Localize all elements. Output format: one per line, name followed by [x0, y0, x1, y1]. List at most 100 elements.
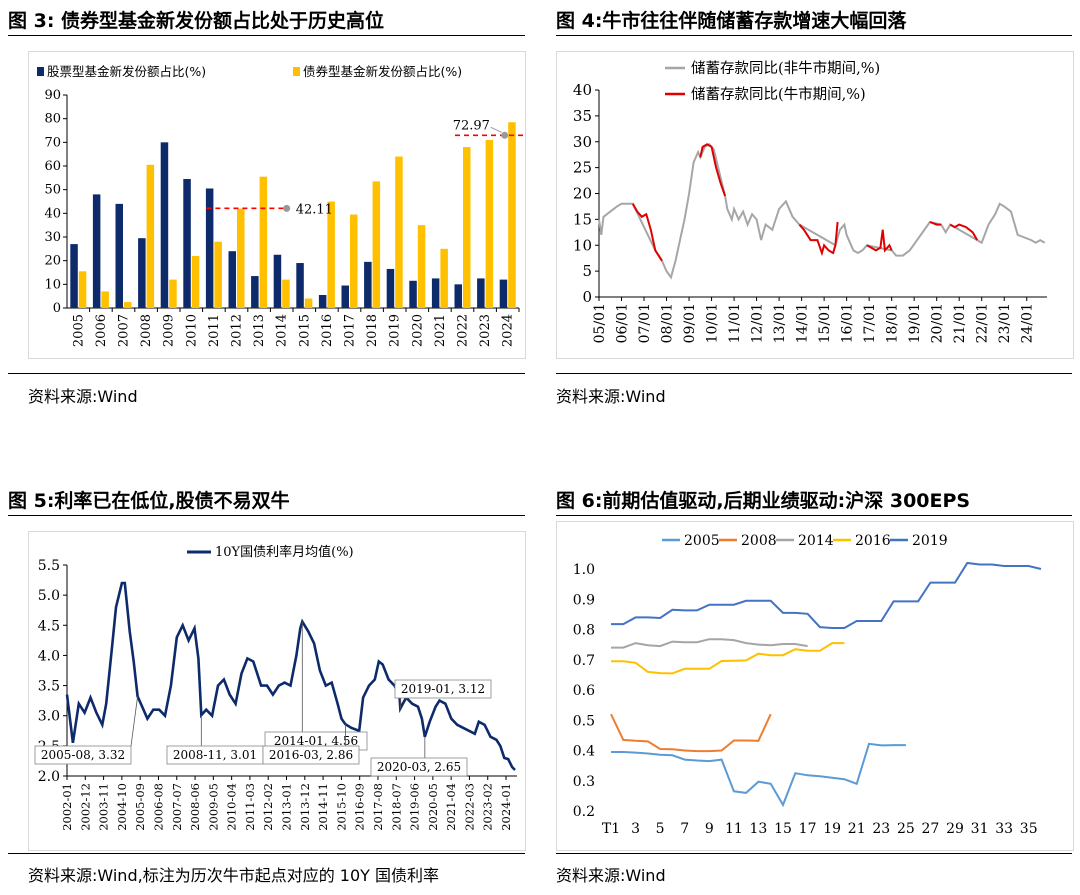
bar-bond-fund — [237, 208, 245, 308]
bar-equity-fund — [251, 276, 259, 308]
bar-equity-fund — [386, 268, 395, 308]
legend-swatch-equity — [37, 67, 44, 76]
bar-bond-fund — [214, 241, 222, 308]
y-tick-label: 30 — [573, 133, 592, 151]
bar-equity-fund — [205, 188, 214, 308]
y-tick-label: 0.6 — [573, 683, 595, 699]
annotation-label: 2016-03, 2.86 — [269, 748, 353, 762]
x-tick-label: 23 — [872, 821, 890, 837]
bar-equity-fund — [92, 194, 101, 308]
chart6-source: 资料来源:Wind — [556, 866, 666, 885]
x-tick-label: 12/01 — [750, 303, 766, 343]
x-tick-label: 19 — [823, 821, 841, 837]
x-tick-label: 35 — [1020, 821, 1038, 837]
legend-label-equity: 股票型基金新发份额占比(%) — [47, 64, 206, 79]
y-tick-label: 0.5 — [573, 713, 595, 729]
x-tick-label: 11/01 — [727, 303, 743, 343]
series-line-2005 — [611, 742, 906, 808]
bar-equity-fund — [431, 278, 440, 308]
chart3-panel: 0 10 20 30 40 50 60 70 80 90 2005 2006 2007 2008 2009 2… — [28, 51, 526, 359]
series-line-2014 — [611, 638, 808, 649]
y-tick-label: 40 — [44, 206, 61, 221]
bar-equity-fund — [341, 285, 349, 308]
y-tick-label: 0.3 — [573, 774, 595, 790]
y-tick-label: 5.5 — [38, 558, 60, 574]
x-tick-label: 14/01 — [795, 303, 811, 343]
x-tick-label: 2013-12 — [298, 783, 312, 831]
y-tick-label: 5.0 — [38, 588, 60, 604]
y-tick-label: 2.0 — [38, 769, 60, 785]
annotation-label: 42.11 — [296, 202, 333, 217]
chart4-source: 资料来源:Wind — [556, 387, 666, 406]
chart4-panel: 0 5 10 15 20 25 30 35 40 05/01 06/01 07/01 08/01 09/0… — [556, 51, 1074, 359]
bar-bond-fund — [169, 279, 177, 308]
annotation-label: 72.97 — [453, 118, 490, 133]
legend-label-2008: 2008 — [741, 533, 777, 549]
x-tick-label: 2019 — [388, 314, 403, 347]
x-tick-label: 2019-06 — [408, 783, 422, 831]
chart3-title: 图 3: 债券型基金新发份额占比处于历史高位 — [8, 10, 385, 32]
chart3-svg: 0 10 20 30 40 50 60 70 80 90 2005 2006 2007 2008 2009 2… — [37, 64, 525, 347]
x-tick-label: 17 — [799, 821, 817, 837]
legend-label-2005: 2005 — [684, 533, 720, 549]
x-tick-label: 2013-01 — [280, 783, 294, 831]
series-line-bull — [631, 203, 663, 262]
y-tick-label: 0 — [582, 288, 592, 306]
x-tick-label: 25 — [897, 821, 915, 837]
x-tick-label: 24/01 — [1020, 303, 1036, 343]
y-tick-label: 4.0 — [38, 648, 60, 664]
x-tick-label: 2012-02 — [261, 783, 275, 831]
bar-bond-fund — [508, 122, 516, 308]
bar-bond-fund — [124, 302, 132, 308]
x-tick-label: 33 — [995, 821, 1013, 837]
y-tick-label: 10 — [573, 236, 592, 254]
annotation-label: 2019-01, 3.12 — [401, 682, 485, 696]
rule-top-right — [556, 35, 1072, 36]
x-tick-label: 2022-03 — [462, 783, 476, 831]
x-tick-label: 2008-06 — [188, 783, 202, 831]
annotation-label: 2008-11, 3.01 — [173, 748, 257, 762]
x-tick-label: 17/01 — [862, 303, 878, 343]
rule-mid-right — [556, 373, 1072, 374]
bar-equity-fund — [70, 244, 78, 308]
y-tick-label: 4.5 — [38, 618, 60, 634]
x-tick-label: 2017 — [343, 314, 358, 347]
chart4-svg: 0 5 10 15 20 25 30 35 40 05/01 06/01 07/01 08/01 09/0… — [573, 60, 1047, 343]
bar-equity-fund — [409, 280, 417, 308]
bar-bond-fund — [485, 139, 494, 308]
y-tick-label: 0.4 — [573, 744, 595, 760]
annotation-marker — [501, 131, 509, 139]
annotation-label: 2020-03, 2.65 — [377, 760, 461, 774]
x-tick-label: 20/01 — [930, 303, 946, 343]
bar-equity-fund — [454, 284, 462, 308]
x-tick-label: 3 — [631, 821, 640, 837]
legend-label-bond: 债券型基金新发份额占比(%) — [303, 64, 462, 79]
x-tick-label: 2020-05 — [426, 783, 440, 831]
x-tick-label: 2006 — [94, 314, 109, 347]
x-tick-label: 09/01 — [682, 303, 698, 343]
x-tick-label: 2018 — [365, 314, 380, 347]
chart6-title: 图 6:前期估值驱动,后期业绩驱动:沪深 300EPS — [556, 490, 971, 512]
x-tick-label: 2024-01 — [499, 783, 513, 831]
annotation-label: 2005-08, 3.32 — [41, 748, 125, 762]
x-tick-label: 2005-09 — [133, 783, 147, 831]
series-line-2016 — [611, 642, 845, 675]
yield-line — [65, 581, 516, 771]
chart5-title: 图 5:利率已在低位,股债不易双牛 — [8, 490, 290, 512]
bar-equity-fund — [364, 261, 372, 308]
x-tick-label: 2011-03 — [243, 783, 257, 831]
x-tick-label: 2023 — [478, 314, 493, 347]
rule-mid-left — [8, 373, 525, 374]
chart6-panel: 0.2 0.3 0.4 0.5 0.6 0.7 0.8 0.9 1.0 T1 3 5 7 9 11 13 15 1… — [556, 521, 1074, 851]
bar-equity-fund — [138, 238, 146, 308]
x-tick-label: T1 — [602, 821, 620, 837]
bar-equity-fund — [318, 294, 327, 308]
series-line-bull — [929, 221, 942, 226]
x-tick-label: 2021 — [433, 314, 448, 347]
bar-bond-fund — [327, 201, 335, 308]
y-tick-label: 10 — [44, 277, 61, 292]
annotation-leader — [130, 696, 138, 747]
bar-equity-fund — [183, 179, 191, 308]
legend-label-bull: 储蓄存款同比(牛市期间,%) — [691, 86, 866, 103]
x-tick-label: 2007 — [117, 314, 132, 347]
